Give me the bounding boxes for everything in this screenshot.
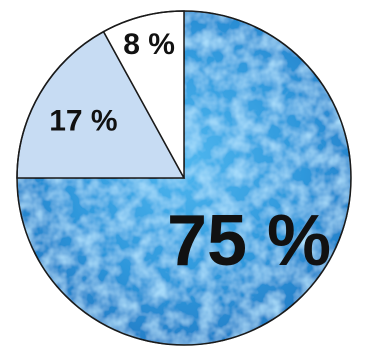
pie-label-75: 75 % [167, 201, 331, 281]
pie-labels: 75 % 17 % 8 % [49, 28, 331, 281]
pie-label-17: 17 % [49, 105, 117, 138]
pie-slices [16, 10, 352, 346]
pie-label-8: 8 % [123, 28, 175, 61]
pie-outline [16, 10, 352, 346]
